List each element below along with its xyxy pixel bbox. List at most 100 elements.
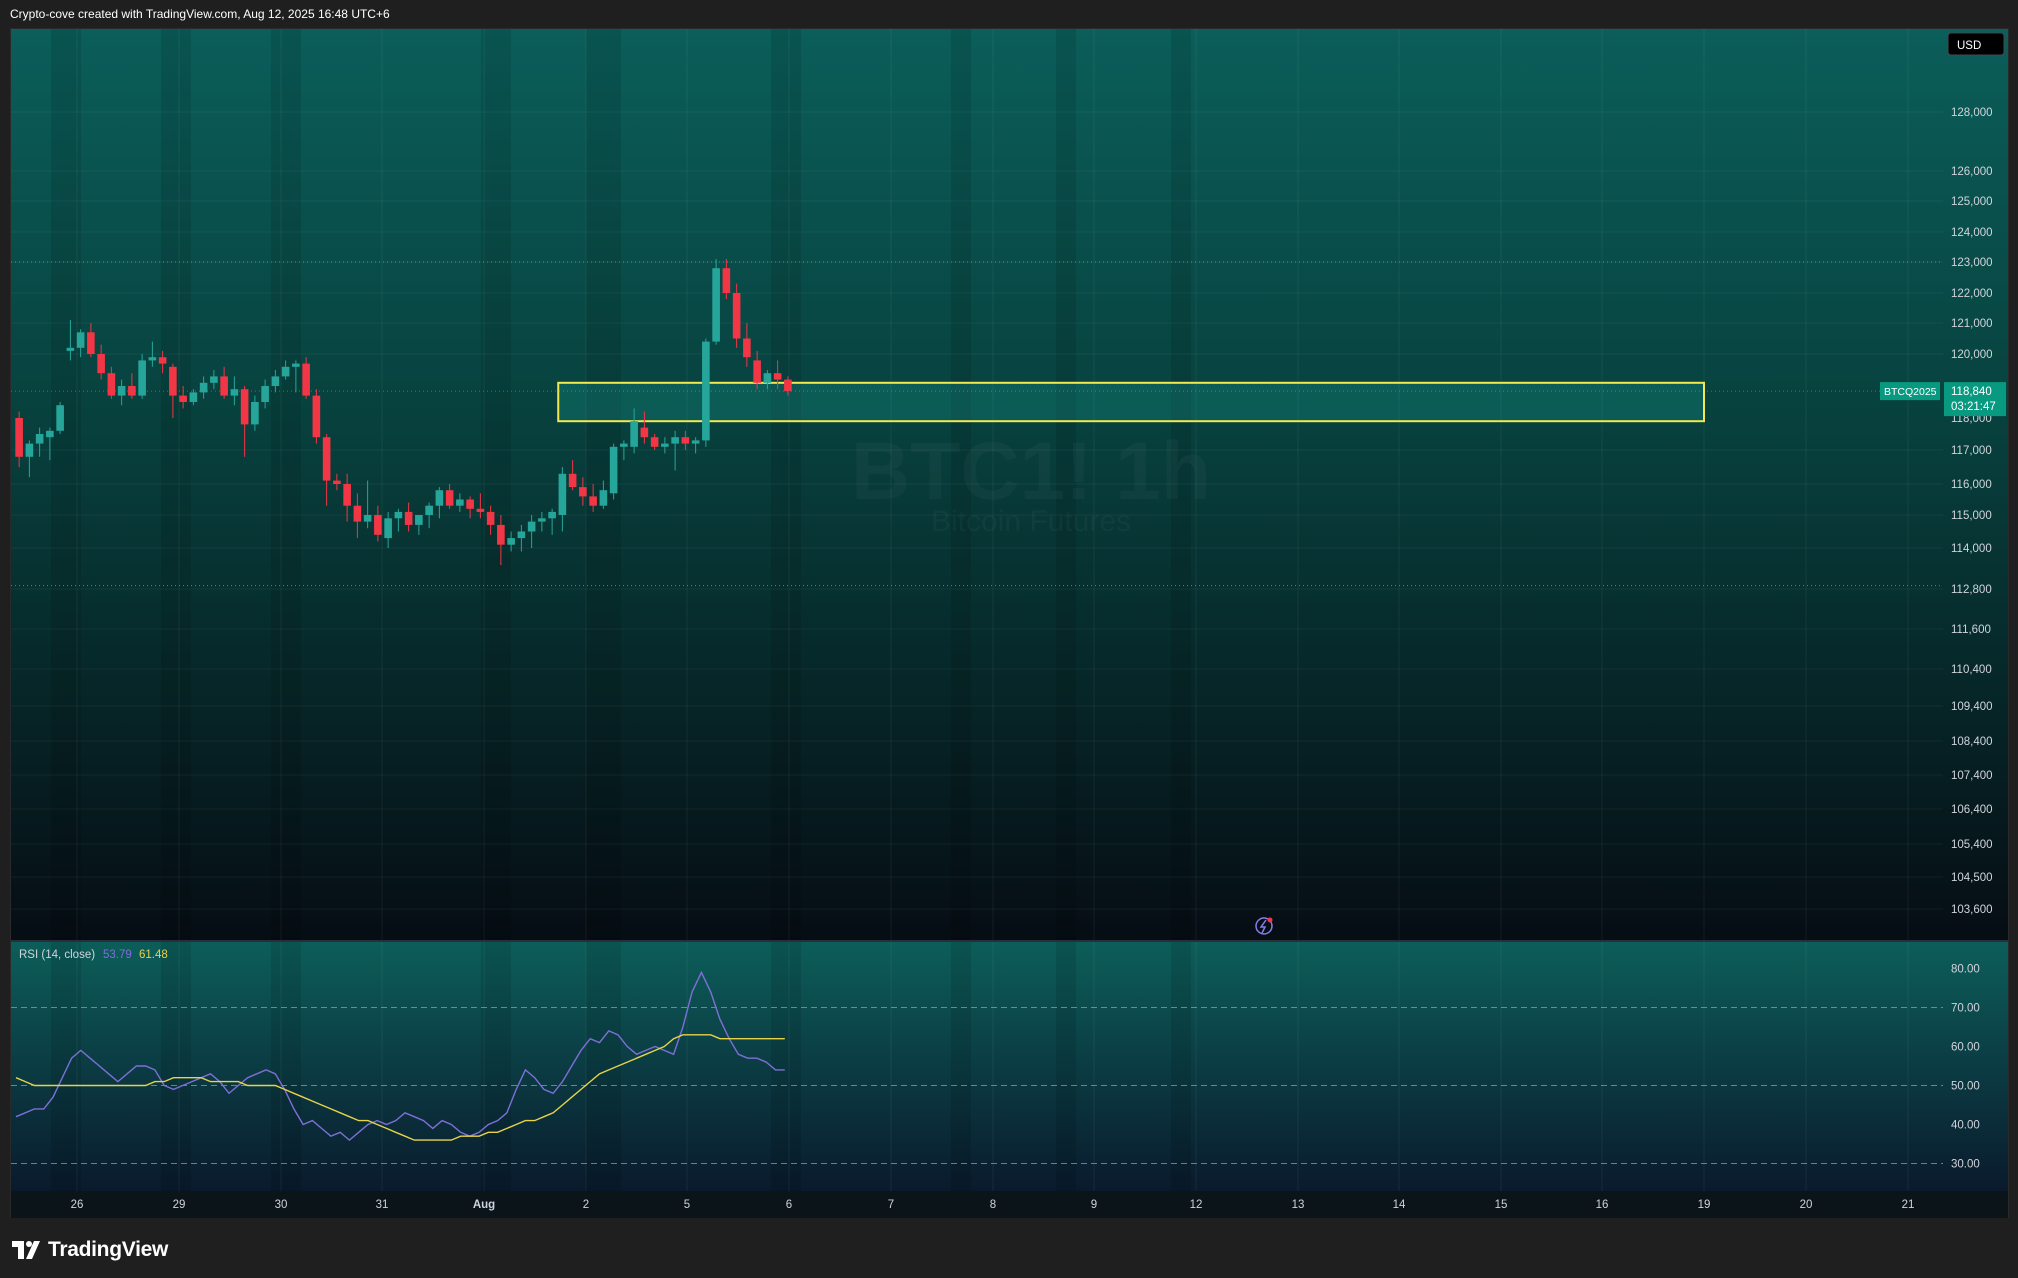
candle-body: [128, 386, 136, 396]
candle: [374, 505, 382, 542]
price-tag-box: [1944, 382, 2006, 417]
y-tick-label: 123,000: [1951, 257, 1993, 269]
candle: [661, 437, 669, 454]
candle: [681, 430, 690, 450]
chart-panel[interactable]: BTC1! 1h Bitcoin Futures 128,000 126,000 125…: [10, 28, 2009, 1220]
candle: [650, 434, 659, 450]
candle-body: [302, 363, 310, 396]
candle: [322, 434, 331, 506]
candle: [456, 493, 464, 512]
x-tick-label: 30: [275, 1199, 288, 1211]
session-stripe: [1171, 29, 1191, 1191]
candle: [230, 376, 239, 406]
candle: [702, 338, 710, 447]
candle: [261, 379, 269, 409]
candle-body: [630, 421, 638, 447]
y-tick-label: 114,000: [1951, 543, 1992, 555]
rsi-y-tick-label: 40.00: [1951, 1120, 1980, 1132]
candle: [199, 376, 208, 399]
candle-body: [343, 484, 351, 506]
candle-body: [702, 341, 710, 441]
x-tick-label: 9: [1091, 1199, 1097, 1211]
candle-body: [292, 363, 300, 367]
watermark-symbol: BTC1! 1h: [851, 426, 1211, 517]
rsi-y-tick-label: 80.00: [1951, 964, 1980, 976]
candle: [558, 467, 567, 532]
rsi-y-tick-label: 50.00: [1951, 1081, 1980, 1093]
x-tick-label: 21: [1902, 1199, 1915, 1211]
rsi-y-tick-label: 30.00: [1951, 1159, 1980, 1171]
candle-body: [353, 505, 362, 522]
candle-body: [210, 376, 218, 383]
x-tick-label: 2: [583, 1199, 589, 1211]
candle: [538, 511, 546, 532]
candle-body: [640, 427, 649, 438]
candle: [620, 440, 628, 461]
x-tick-label: 13: [1292, 1199, 1305, 1211]
candle: [732, 283, 741, 348]
candle-body: [763, 373, 772, 383]
candle-body: [363, 515, 372, 522]
y-tick-label: 103,600: [1951, 904, 1993, 916]
candle: [630, 408, 638, 454]
candle-body: [230, 389, 239, 396]
candle-body: [476, 508, 485, 512]
watermark-subtitle: Bitcoin Futures: [931, 505, 1131, 538]
y-tick-label: 105,400: [1951, 839, 1993, 851]
y-tick-label: 108,400: [1951, 736, 1993, 748]
y-tick-label: 115,000: [1951, 510, 1992, 522]
candle: [743, 323, 751, 367]
y-tick-label: 110,400: [1951, 664, 1992, 676]
x-tick-label: 8: [990, 1199, 996, 1211]
candle-body: [56, 405, 64, 431]
candle-body: [374, 515, 382, 535]
candle: [425, 502, 433, 529]
x-tick-label: 7: [888, 1199, 894, 1211]
candle: [691, 437, 700, 454]
candle: [773, 360, 782, 390]
candle-body: [599, 490, 608, 506]
tradingview-logo[interactable]: TradingView: [12, 1238, 168, 1262]
candle-body: [548, 511, 556, 519]
candle: [107, 366, 116, 399]
tradingview-wordmark: TradingView: [48, 1238, 169, 1261]
candle: [333, 473, 341, 491]
currency-badge[interactable]: USD: [1947, 32, 2005, 56]
candle-body: [753, 360, 761, 383]
candle: [507, 531, 515, 552]
candle-body: [261, 386, 269, 402]
x-tick-label: 16: [1596, 1199, 1609, 1211]
price-tag-value: 118,840: [1951, 386, 1992, 398]
currency-badge-box: [1947, 32, 2005, 56]
candle-body: [312, 395, 321, 438]
y-tick-label: 109,400: [1951, 701, 1993, 713]
x-tick-label: 26: [71, 1199, 84, 1211]
candle: [189, 389, 198, 406]
x-tick-label: 5: [684, 1199, 690, 1211]
y-tick-label: 104,500: [1951, 872, 1993, 884]
last-price-tag: BTCQ2025 118,840 03:21:47: [1880, 382, 2006, 417]
candle-body: [671, 437, 679, 444]
x-tick-label: 12: [1190, 1199, 1203, 1211]
y-tick-label: 124,000: [1951, 227, 1993, 239]
candle: [251, 395, 259, 431]
candle: [46, 427, 54, 461]
candle-body: [179, 395, 187, 402]
x-tick-label: 15: [1495, 1199, 1508, 1211]
candle: [281, 360, 290, 380]
rsi-indicator-label: RSI (14, close): [19, 949, 95, 961]
candle: [722, 259, 731, 299]
candle-body: [650, 437, 659, 447]
candle: [220, 366, 228, 399]
candle-body: [76, 332, 85, 348]
x-tick-label: 20: [1800, 1199, 1813, 1211]
candle-body: [568, 473, 577, 488]
y-tick-label: 128,000: [1951, 107, 1993, 119]
candle: [169, 363, 177, 418]
rsi-reading-value: 53.79: [103, 949, 132, 961]
candle: [712, 259, 720, 345]
candle: [466, 496, 474, 519]
session-stripe: [586, 29, 621, 1191]
candle: [117, 379, 126, 406]
